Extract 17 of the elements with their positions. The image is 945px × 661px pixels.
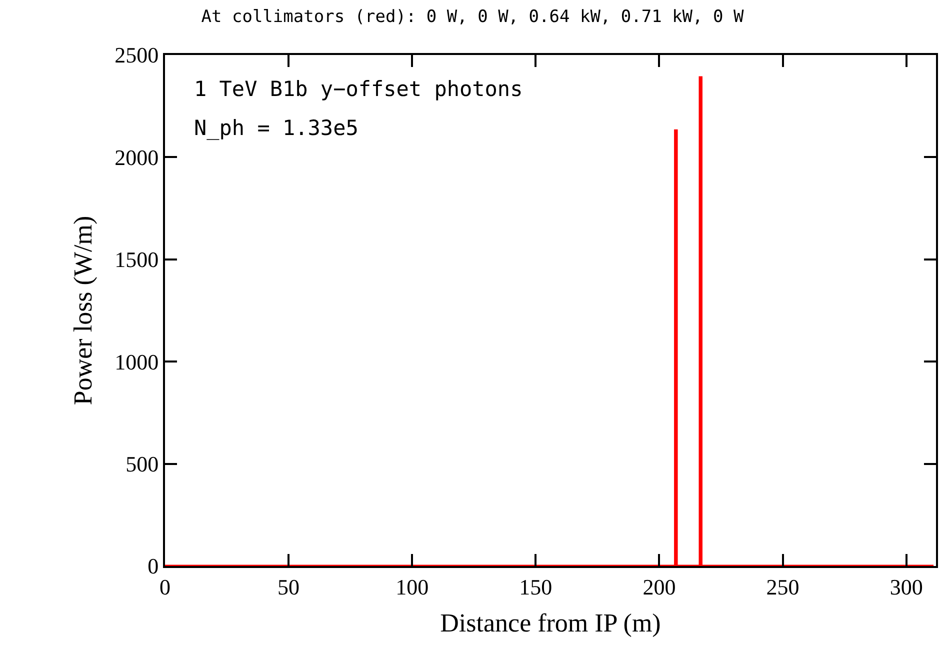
y-tick-label: 1000 — [114, 349, 159, 374]
y-axis-title: Power loss (W/m) — [68, 216, 98, 406]
x-tick-label: 300 — [890, 574, 923, 600]
x-tick-label: 50 — [278, 574, 300, 600]
annotation: N_ph = 1.33e5 — [194, 116, 358, 140]
y-tick-label: 2500 — [114, 42, 159, 68]
y-tick-label: 2000 — [114, 144, 159, 170]
x-tick-label: 150 — [519, 574, 552, 600]
annotation: 1 TeV B1b y−offset photons — [194, 77, 523, 101]
x-tick-label: 100 — [396, 574, 429, 600]
chart-title: At collimators (red): 0 W, 0 W, 0.64 kW, 0.71 kW, 0 W — [201, 6, 744, 27]
x-tick-label: 200 — [642, 574, 676, 600]
y-tick-label: 500 — [126, 452, 159, 476]
y-tick-label: 0 — [148, 554, 159, 579]
x-tick-label: 250 — [766, 574, 800, 600]
x-axis-title: Distance from IP (m) — [440, 608, 661, 638]
y-tick-label: 1500 — [114, 247, 159, 272]
